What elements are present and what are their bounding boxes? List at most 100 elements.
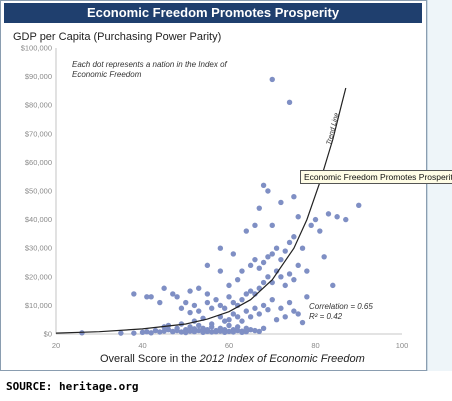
x-tick-label: 40 xyxy=(138,341,146,350)
y-tick-label: $40,000 xyxy=(25,215,52,224)
data-point xyxy=(295,311,301,317)
correlation-note: Correlation = 0.65 R² = 0.42 xyxy=(309,302,373,322)
data-point xyxy=(265,254,271,260)
y-tick-label: $90,000 xyxy=(25,72,52,81)
data-point xyxy=(260,259,267,266)
data-point xyxy=(252,256,258,263)
data-point xyxy=(183,299,189,306)
data-point xyxy=(144,329,150,335)
data-point xyxy=(196,308,202,314)
data-point xyxy=(174,294,180,300)
data-point xyxy=(239,268,245,274)
data-point xyxy=(278,274,284,280)
data-point xyxy=(260,302,267,309)
data-point xyxy=(252,327,258,334)
data-point xyxy=(204,262,211,269)
data-point xyxy=(260,279,267,286)
data-point xyxy=(321,254,327,260)
data-point xyxy=(278,256,284,263)
data-point xyxy=(256,205,262,211)
x-axis-label-prefix: Overall Score in the xyxy=(100,353,200,365)
data-point xyxy=(234,327,241,334)
data-point xyxy=(230,311,237,317)
chart-title: Economic Freedom Promotes Prosperity xyxy=(4,3,422,23)
data-point xyxy=(282,282,288,289)
data-point xyxy=(209,321,215,327)
data-point xyxy=(131,330,137,336)
data-point xyxy=(183,329,189,336)
chart-note: Each dot represents a nation in the Inde… xyxy=(72,60,227,79)
x-axis-label: Overall Score in the 2012 Index of Econo… xyxy=(100,353,365,365)
data-point xyxy=(118,330,124,336)
data-point xyxy=(144,294,150,300)
data-point xyxy=(286,99,293,106)
tooltip-callout: Economic Freedom Promotes Prosperity xyxy=(300,170,452,184)
x-axis-label-italic: 2012 Index of Economic Freedom xyxy=(199,353,365,365)
data-point xyxy=(204,299,211,306)
data-point xyxy=(217,245,224,251)
y-tick-label: $20,000 xyxy=(25,272,52,281)
data-point xyxy=(247,262,254,269)
y-tick-label: $50,000 xyxy=(25,187,52,196)
data-point xyxy=(312,216,319,223)
data-point xyxy=(252,305,258,311)
data-point xyxy=(187,309,193,316)
data-point xyxy=(256,265,262,271)
data-point xyxy=(239,329,245,335)
data-point xyxy=(273,245,280,251)
data-point xyxy=(330,282,336,289)
data-point xyxy=(213,329,219,335)
x-tick-label: 20 xyxy=(52,341,60,350)
data-point xyxy=(291,234,297,240)
data-point xyxy=(170,291,176,297)
data-point xyxy=(209,329,215,335)
data-point xyxy=(243,308,249,314)
data-point xyxy=(161,328,167,334)
data-point xyxy=(191,302,198,309)
data-point xyxy=(148,330,154,336)
data-point xyxy=(265,306,271,313)
data-point xyxy=(139,329,146,335)
data-point xyxy=(196,322,202,329)
y-tick-label: $80,000 xyxy=(25,101,52,110)
data-point xyxy=(221,305,228,311)
data-point xyxy=(230,299,237,306)
data-point xyxy=(269,279,275,286)
data-point xyxy=(334,214,340,220)
data-point xyxy=(304,268,310,274)
data-point xyxy=(273,317,280,323)
x-tick-label: 100 xyxy=(396,341,409,350)
data-point xyxy=(243,228,249,234)
data-point xyxy=(343,216,349,223)
data-point xyxy=(178,329,185,335)
data-point xyxy=(256,328,262,335)
data-point xyxy=(317,228,323,234)
correlation-text: Correlation = 0.65 xyxy=(309,302,373,311)
data-point xyxy=(213,296,219,303)
data-point xyxy=(217,268,224,274)
data-point xyxy=(221,318,228,324)
data-point xyxy=(204,327,211,333)
data-point xyxy=(234,314,241,320)
data-point xyxy=(291,308,297,314)
data-point xyxy=(278,199,284,206)
data-point xyxy=(256,285,262,291)
data-point xyxy=(200,325,206,331)
data-point xyxy=(187,324,193,330)
data-point xyxy=(131,291,137,297)
data-point xyxy=(170,329,176,335)
y-tick-label: $60,000 xyxy=(25,158,52,167)
trend-line xyxy=(55,87,347,334)
y-tick-label: $100,000 xyxy=(21,44,52,53)
data-point xyxy=(325,211,332,217)
data-point xyxy=(252,222,258,229)
data-point xyxy=(178,305,185,311)
data-point xyxy=(239,318,245,324)
data-point xyxy=(282,248,288,254)
data-point xyxy=(269,296,275,303)
data-point xyxy=(191,326,198,332)
data-point xyxy=(286,271,293,277)
data-point xyxy=(304,294,310,300)
data-point xyxy=(295,214,301,220)
